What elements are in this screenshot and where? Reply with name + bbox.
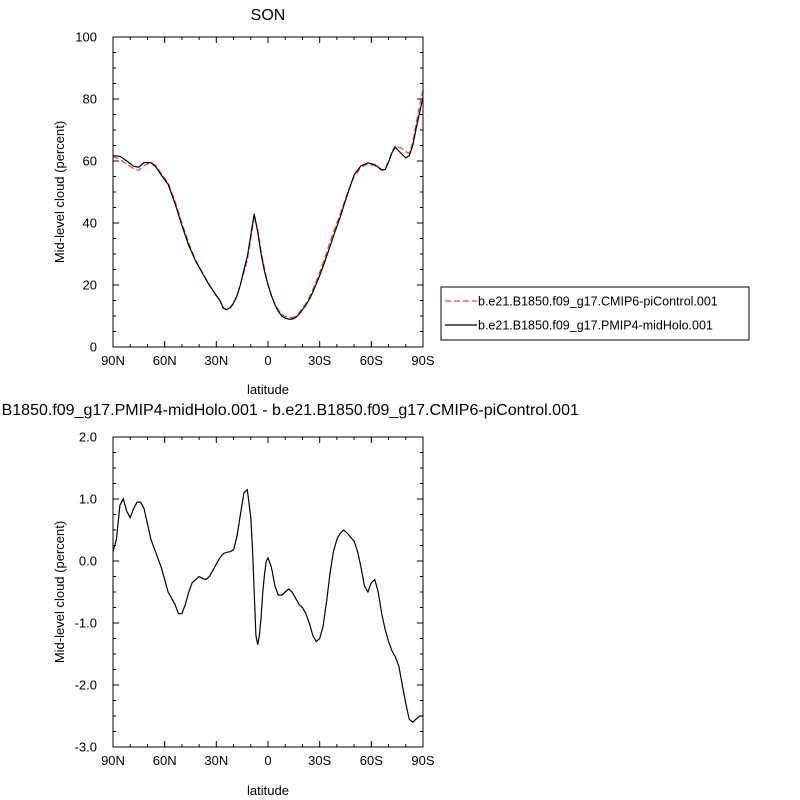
- x-tick-label: 60S: [360, 353, 383, 368]
- x-tick-label: 90N: [101, 353, 125, 368]
- legend-box: [440, 286, 750, 341]
- x-tick-label: 30S: [308, 753, 331, 768]
- x-tick-label: 30N: [204, 753, 228, 768]
- plot-frame: [112, 436, 424, 748]
- x-tick-label: 60N: [153, 353, 177, 368]
- y-tick-label: 20: [83, 278, 97, 293]
- chart-title: SON: [251, 7, 286, 24]
- y-tick-label: 80: [83, 92, 97, 107]
- legend-label: b.e21.B1850.f09_g17.PMIP4-midHolo.001: [478, 319, 713, 333]
- mean-cloud-chart: SON 90N 60N 30N 0 30S 60S 90S 0 20 40 60 80 100 lat…: [52, 7, 750, 397]
- y-tick-label: 1.0: [79, 492, 97, 507]
- y-tick-label: -3.0: [75, 740, 97, 755]
- x-tick-label: 90S: [411, 753, 434, 768]
- x-tick-label: 0: [264, 353, 271, 368]
- y-axis-label: Mid-level cloud (percent): [52, 521, 67, 663]
- x-tick-label: 30S: [308, 353, 331, 368]
- difference-chart: b.e21.B1850.f09_g17.PMIP4-midHolo.001 - …: [0, 402, 579, 798]
- plot-frame: [112, 36, 424, 348]
- y-tick-label: 0: [90, 340, 97, 355]
- y-tick-label: 2.0: [79, 430, 97, 445]
- x-tick-label: 90N: [101, 753, 125, 768]
- x-tick-label: 60N: [153, 753, 177, 768]
- legend-label: b.e21.B1850.f09_g17.CMIP6-piControl.001: [478, 295, 718, 309]
- y-axis-label: Mid-level cloud (percent): [52, 121, 67, 263]
- x-tick-label: 0: [264, 753, 271, 768]
- x-axis-label: latitude: [247, 382, 289, 397]
- x-axis-label: latitude: [247, 783, 289, 798]
- y-tick-label: 40: [83, 216, 97, 231]
- y-tick-label: 100: [75, 30, 97, 45]
- chart-title: b.e21.B1850.f09_g17.PMIP4-midHolo.001 - …: [0, 402, 579, 419]
- series-line-1: [112, 97, 424, 320]
- y-tick-label: 0.0: [79, 554, 97, 569]
- x-tick-label: 90S: [411, 353, 434, 368]
- y-tick-label: 60: [83, 154, 97, 169]
- x-tick-label: 60S: [360, 753, 383, 768]
- y-tick-label: -2.0: [75, 678, 97, 693]
- legend: b.e21.B1850.f09_g17.CMIP6-piControl.001b…: [440, 286, 750, 341]
- series-line-0: [112, 488, 423, 724]
- y-tick-label: -1.0: [75, 616, 97, 631]
- x-tick-label: 30N: [204, 353, 228, 368]
